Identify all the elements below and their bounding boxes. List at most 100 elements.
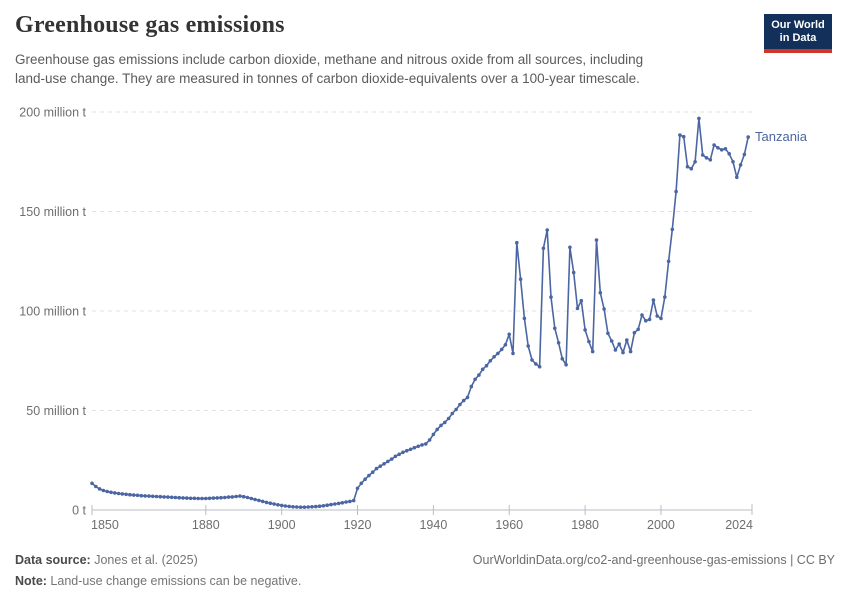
data-point[interactable] [333, 502, 337, 506]
data-point[interactable] [461, 398, 466, 403]
data-point[interactable] [420, 443, 424, 447]
data-point[interactable] [279, 503, 284, 508]
data-point[interactable] [427, 438, 432, 442]
series-entity-label[interactable]: Tanzania [755, 129, 808, 144]
data-point[interactable] [511, 351, 515, 356]
data-point[interactable] [545, 228, 549, 232]
data-point[interactable] [541, 246, 546, 251]
data-point[interactable] [628, 349, 633, 354]
data-point[interactable] [636, 327, 640, 332]
data-point[interactable] [587, 339, 591, 344]
data-point[interactable] [480, 367, 485, 372]
data-point[interactable] [666, 259, 671, 264]
data-point[interactable] [496, 351, 500, 356]
data-point[interactable] [723, 147, 728, 151]
data-point[interactable] [530, 358, 534, 362]
data-point[interactable] [727, 152, 731, 156]
data-point[interactable] [590, 349, 595, 354]
data-point[interactable] [287, 504, 292, 509]
data-point[interactable] [499, 347, 504, 352]
data-point[interactable] [579, 298, 584, 303]
data-point[interactable] [272, 502, 276, 506]
data-point[interactable] [109, 490, 113, 495]
data-point[interactable] [306, 505, 311, 509]
data-point[interactable] [234, 494, 238, 499]
data-point[interactable] [738, 163, 743, 167]
data-point[interactable] [370, 470, 375, 475]
data-point[interactable] [670, 227, 675, 232]
data-point[interactable] [674, 189, 678, 194]
data-point[interactable] [446, 416, 451, 421]
data-point[interactable] [700, 153, 705, 157]
data-point[interactable] [139, 493, 144, 498]
data-point[interactable] [735, 175, 739, 180]
data-point[interactable] [90, 481, 94, 486]
data-point[interactable] [363, 477, 367, 482]
data-point[interactable] [219, 495, 223, 500]
data-point[interactable] [325, 503, 330, 508]
data-point[interactable] [105, 489, 109, 494]
data-point[interactable] [253, 497, 257, 502]
data-point[interactable] [264, 500, 269, 505]
data-point[interactable] [245, 495, 250, 500]
data-point[interactable] [276, 503, 280, 507]
data-point[interactable] [283, 504, 288, 508]
data-point[interactable] [564, 362, 568, 367]
data-point[interactable] [188, 496, 193, 501]
data-point[interactable] [351, 498, 356, 503]
data-point[interactable] [405, 448, 409, 453]
data-point[interactable] [329, 502, 333, 507]
data-point[interactable] [537, 364, 542, 369]
data-point[interactable] [344, 500, 348, 504]
data-point[interactable] [321, 504, 326, 508]
data-point[interactable] [291, 505, 295, 509]
data-point[interactable] [382, 462, 386, 466]
data-point[interactable] [435, 427, 440, 432]
data-point[interactable] [473, 377, 477, 382]
data-point[interactable] [310, 505, 314, 509]
data-point[interactable] [295, 505, 299, 509]
data-point[interactable] [223, 495, 227, 500]
data-point[interactable] [408, 447, 413, 452]
data-point[interactable] [651, 298, 656, 302]
data-point[interactable] [507, 332, 512, 337]
data-point[interactable] [621, 350, 625, 355]
data-point[interactable] [314, 504, 318, 509]
data-point[interactable] [128, 492, 132, 497]
data-point[interactable] [549, 295, 553, 299]
data-point[interactable] [135, 493, 140, 498]
data-point[interactable] [663, 295, 667, 299]
data-point[interactable] [602, 307, 606, 311]
data-point[interactable] [204, 496, 208, 501]
data-point[interactable] [458, 402, 462, 407]
data-point[interactable] [484, 363, 489, 368]
data-point[interactable] [177, 495, 181, 500]
data-point[interactable] [644, 319, 648, 323]
data-point[interactable] [553, 326, 557, 331]
data-point[interactable] [492, 355, 496, 359]
data-point[interactable] [477, 373, 481, 377]
data-point[interactable] [298, 505, 303, 510]
data-point[interactable] [226, 495, 231, 499]
data-point[interactable] [416, 444, 421, 449]
data-point[interactable] [716, 146, 720, 150]
data-point[interactable] [317, 504, 322, 509]
tanzania-series-line[interactable] [91, 117, 749, 508]
data-point[interactable] [397, 452, 402, 457]
data-point[interactable] [393, 454, 398, 459]
data-point[interactable] [689, 166, 694, 171]
data-point[interactable] [257, 498, 261, 503]
data-point[interactable] [169, 495, 174, 500]
data-point[interactable] [162, 495, 166, 499]
data-point[interactable] [154, 494, 159, 499]
data-point[interactable] [617, 342, 621, 346]
data-point[interactable] [439, 423, 443, 428]
data-point[interactable] [389, 457, 394, 461]
data-point[interactable] [166, 495, 170, 499]
data-point[interactable] [575, 306, 580, 311]
data-point[interactable] [215, 496, 219, 500]
data-point[interactable] [655, 314, 659, 318]
data-point[interactable] [518, 277, 523, 282]
data-point[interactable] [746, 135, 750, 139]
